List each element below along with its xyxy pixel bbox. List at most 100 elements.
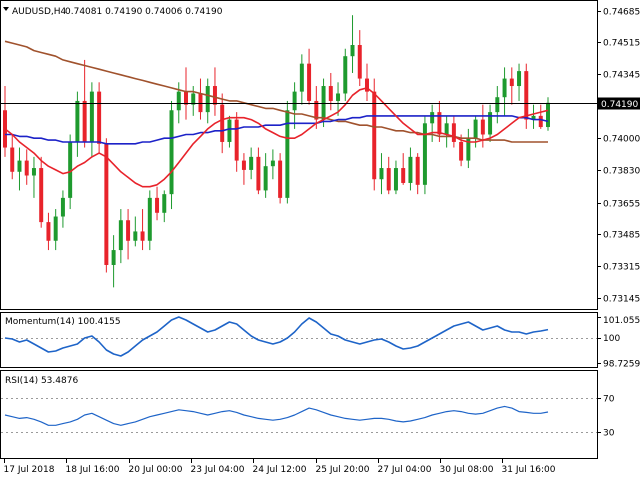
momentum-tick-label: 100 — [603, 334, 620, 344]
bullish-candle — [430, 112, 435, 124]
sma-fast-line — [4, 87, 549, 188]
bullish-candle — [393, 168, 398, 191]
time-tick-label: 31 Jul 16:00 — [502, 465, 556, 475]
time-tick-label: 18 Jul 16:00 — [66, 465, 120, 475]
bullish-candle — [350, 45, 355, 57]
bearish-candle — [538, 115, 543, 128]
bearish-candle — [480, 119, 485, 135]
price-tick-label: 0.74345 — [603, 71, 640, 81]
bullish-candle — [321, 86, 326, 120]
bullish-candle — [176, 91, 181, 111]
bullish-candle — [292, 91, 297, 111]
rsi-panel: 70 30 — [1, 395, 615, 439]
time-tick-label: 27 Jul 04:00 — [378, 465, 432, 475]
bearish-candle — [46, 222, 51, 241]
bearish-candle — [198, 93, 203, 113]
bearish-candle — [372, 91, 377, 180]
bearish-candle — [212, 86, 217, 105]
price-tick-label: 0.73315 — [603, 263, 640, 273]
bearish-candle — [509, 78, 514, 87]
sma-mid-line — [5, 115, 549, 145]
momentum-label: Momentum(14) 100.4155 — [5, 317, 121, 327]
symbol-label: AUDUSD,H4 — [12, 7, 67, 17]
bullish-candle — [227, 119, 232, 142]
bullish-candle — [118, 220, 123, 251]
bearish-candle — [386, 168, 391, 191]
bearish-candle — [184, 91, 188, 105]
bearish-candle — [524, 71, 529, 120]
bearish-candle — [82, 100, 87, 142]
price-tick-label: 0.73145 — [603, 295, 640, 305]
bullish-candle — [111, 250, 116, 265]
bullish-candle — [89, 91, 94, 142]
time-tick-label: 25 Jul 20:00 — [316, 465, 370, 475]
current-price-tag — [598, 97, 640, 110]
momentum-tick-label: 101.055 — [603, 316, 640, 326]
bearish-candle — [155, 197, 160, 213]
bullish-candle — [473, 119, 478, 139]
bullish-candle — [162, 194, 167, 213]
bearish-candle — [459, 141, 464, 161]
bullish-candle — [17, 160, 22, 172]
bullish-candle — [191, 93, 196, 105]
bearish-candle — [365, 78, 369, 92]
bullish-candle — [285, 110, 290, 198]
bearish-candle — [97, 91, 102, 144]
momentum-tick-label: 98.7259 — [603, 359, 640, 369]
rsi-label: RSI(14) 53.4876 — [5, 376, 78, 386]
rsi-tick-label: 70 — [603, 395, 615, 405]
bullish-candle — [169, 110, 174, 195]
bullish-candle — [408, 156, 413, 183]
bullish-candle — [343, 56, 348, 94]
time-tick-label: 17 Jul 2018 — [4, 465, 55, 475]
momentum-line — [4, 316, 549, 357]
rsi-panel-frame — [0, 370, 598, 459]
bullish-candle — [263, 166, 268, 191]
bullish-candle — [75, 100, 80, 142]
time-tick-label: 24 Jul 12:00 — [253, 465, 307, 475]
bullish-candle — [249, 156, 254, 170]
bearish-candle — [220, 104, 225, 142]
bullish-candle — [444, 123, 449, 135]
price-tick-label: 0.74000 — [603, 135, 640, 145]
bullish-candle — [147, 197, 152, 241]
bullish-candle — [133, 231, 138, 241]
bearish-candle — [104, 143, 109, 265]
bearish-candle — [314, 100, 319, 120]
bearish-candle — [415, 156, 420, 185]
bullish-candle — [270, 160, 275, 167]
time-tick-label: 30 Jul 08:00 — [440, 465, 494, 475]
price-tick-label: 0.74515 — [603, 39, 640, 49]
bullish-candle — [495, 97, 500, 113]
rsi-line — [4, 405, 549, 426]
bullish-candle — [31, 168, 36, 176]
bullish-candle — [517, 71, 522, 87]
bullish-candle — [422, 123, 427, 185]
bearish-candle — [39, 168, 44, 223]
price-tick-label: 0.74685 — [603, 8, 640, 18]
price-tick-label: 0.73655 — [603, 200, 640, 210]
current-price-label: 0.74190 — [601, 100, 638, 110]
bullish-candle — [336, 93, 341, 101]
bullish-candle — [546, 102, 550, 128]
collapse-triangle-icon[interactable] — [3, 7, 9, 11]
bearish-candle — [437, 112, 442, 135]
bullish-candle — [60, 197, 65, 217]
bullish-candle — [466, 138, 471, 161]
bullish-candle — [68, 141, 73, 198]
bearish-candle — [126, 220, 131, 241]
bearish-candle — [241, 160, 246, 170]
time-tick-label: 23 Jul 04:00 — [191, 465, 245, 475]
bullish-candle — [531, 115, 536, 120]
bullish-candle — [488, 112, 493, 135]
bearish-candle — [256, 156, 261, 191]
price-tick-label: 0.73830 — [603, 167, 640, 177]
bearish-candle — [140, 231, 145, 241]
momentum-panel-frame — [0, 312, 598, 368]
bullish-candle — [299, 63, 304, 92]
bearish-candle — [451, 123, 456, 142]
bearish-candle — [401, 168, 406, 183]
bearish-candle — [328, 86, 333, 101]
